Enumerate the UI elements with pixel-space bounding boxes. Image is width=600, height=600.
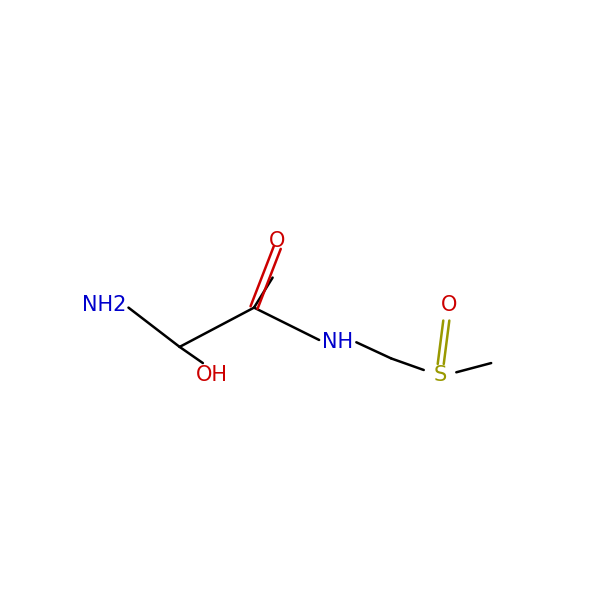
- Text: O: O: [441, 295, 458, 316]
- Text: OH: OH: [196, 365, 228, 385]
- Text: NH2: NH2: [82, 295, 126, 316]
- Text: NH: NH: [322, 332, 353, 352]
- Text: O: O: [269, 230, 286, 251]
- Text: S: S: [433, 365, 446, 385]
